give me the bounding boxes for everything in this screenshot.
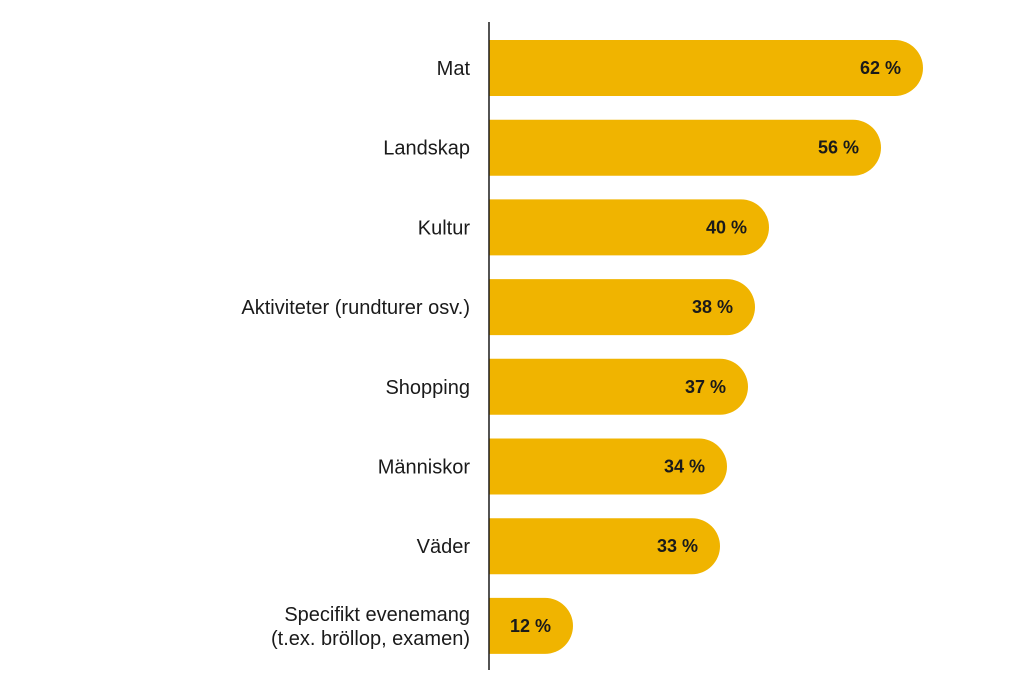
bars-group	[489, 40, 923, 654]
bar	[489, 597, 573, 654]
category-label: Människor	[378, 457, 471, 479]
value-label: 62 %	[860, 58, 901, 78]
value-label: 33 %	[657, 536, 698, 556]
category-label-line: Landskap	[383, 138, 470, 160]
category-label: Shopping	[385, 377, 470, 399]
category-labels-group: Mat Landskap Kultur Aktiviteter (rundturer …	[241, 58, 470, 650]
bar	[489, 518, 720, 575]
category-label-line: Mat	[437, 58, 471, 80]
category-label-line: Aktiviteter (rundturer osv.)	[241, 297, 470, 319]
bar	[489, 199, 769, 256]
value-label: 38 %	[692, 297, 733, 317]
value-label: 37 %	[685, 377, 726, 397]
category-label-line: Shopping	[385, 377, 470, 399]
value-labels-group: 62 % 56 % 40 % 38 % 37 % 34 % 33 % 12 %	[510, 58, 901, 636]
bar	[489, 438, 727, 495]
value-label: 34 %	[664, 457, 705, 477]
category-label-line: Kultur	[418, 217, 471, 239]
bar	[489, 279, 755, 336]
category-label: Aktiviteter (rundturer osv.)	[241, 297, 470, 319]
category-label: Kultur	[418, 217, 471, 239]
category-label-line: (t.ex. bröllop, examen)	[271, 628, 470, 650]
category-label: Mat	[437, 58, 471, 80]
value-label: 12 %	[510, 616, 551, 636]
category-label-line: Väder	[417, 536, 471, 558]
bar	[489, 358, 748, 415]
category-label-line: Specifikt evenemang	[284, 604, 470, 626]
category-label-line: Människor	[378, 457, 471, 479]
value-label: 56 %	[818, 138, 859, 158]
category-label: Landskap	[383, 138, 470, 160]
category-label: Specifikt evenemang (t.ex. bröllop, exame…	[271, 604, 470, 650]
category-label: Väder	[417, 536, 471, 558]
bar	[489, 40, 923, 96]
bar	[489, 119, 881, 176]
value-label: 40 %	[706, 217, 747, 237]
